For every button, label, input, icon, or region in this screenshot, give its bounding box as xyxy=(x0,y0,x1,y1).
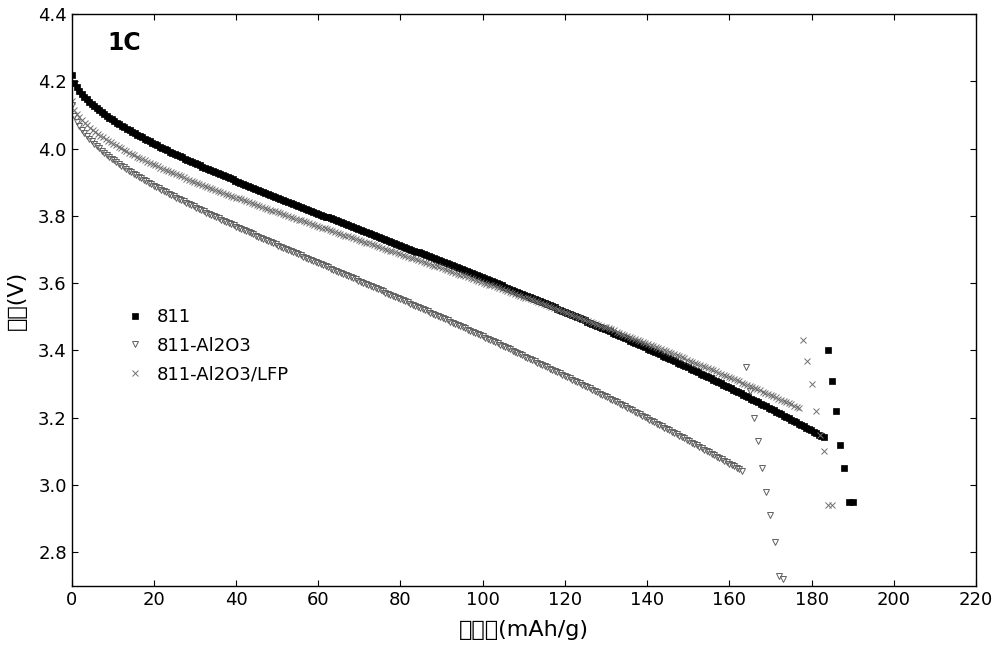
Line: 811: 811 xyxy=(69,72,855,505)
Text: 1C: 1C xyxy=(108,31,141,55)
811-Al2O3 xyxy=(639,413,651,421)
811-Al2O3/LFP xyxy=(707,366,719,374)
811 xyxy=(843,498,855,506)
811 xyxy=(66,71,78,78)
811-Al2O3/LFP xyxy=(749,384,761,392)
811-Al2O3 xyxy=(399,298,411,305)
811 xyxy=(448,263,460,270)
811-Al2O3/LFP xyxy=(131,153,143,160)
811-Al2O3/LFP xyxy=(66,98,78,105)
Line: 811-Al2O3: 811-Al2O3 xyxy=(68,102,786,583)
811-Al2O3 xyxy=(173,195,185,203)
811-Al2O3/LFP xyxy=(694,361,706,369)
811-Al2O3 xyxy=(643,415,655,423)
811-Al2O3/LFP xyxy=(822,501,834,509)
811 xyxy=(725,384,737,392)
811-Al2O3 xyxy=(66,101,78,109)
Line: 811-Al2O3/LFP: 811-Al2O3/LFP xyxy=(68,98,836,509)
Legend: 811, 811-Al2O3, 811-Al2O3/LFP: 811, 811-Al2O3, 811-Al2O3/LFP xyxy=(117,301,296,391)
811 xyxy=(737,391,749,399)
811 xyxy=(847,498,859,506)
811-Al2O3/LFP xyxy=(444,267,456,275)
811 xyxy=(453,265,465,272)
811-Al2O3 xyxy=(462,325,474,333)
811 xyxy=(617,333,629,341)
811-Al2O3 xyxy=(777,575,789,583)
811 xyxy=(687,366,699,374)
811-Al2O3 xyxy=(494,341,506,349)
Y-axis label: 电压(V): 电压(V) xyxy=(7,270,27,329)
X-axis label: 比容量(mAh/g): 比容量(mAh/g) xyxy=(459,620,589,640)
811-Al2O3/LFP xyxy=(826,501,838,509)
811-Al2O3/LFP xyxy=(725,374,737,382)
